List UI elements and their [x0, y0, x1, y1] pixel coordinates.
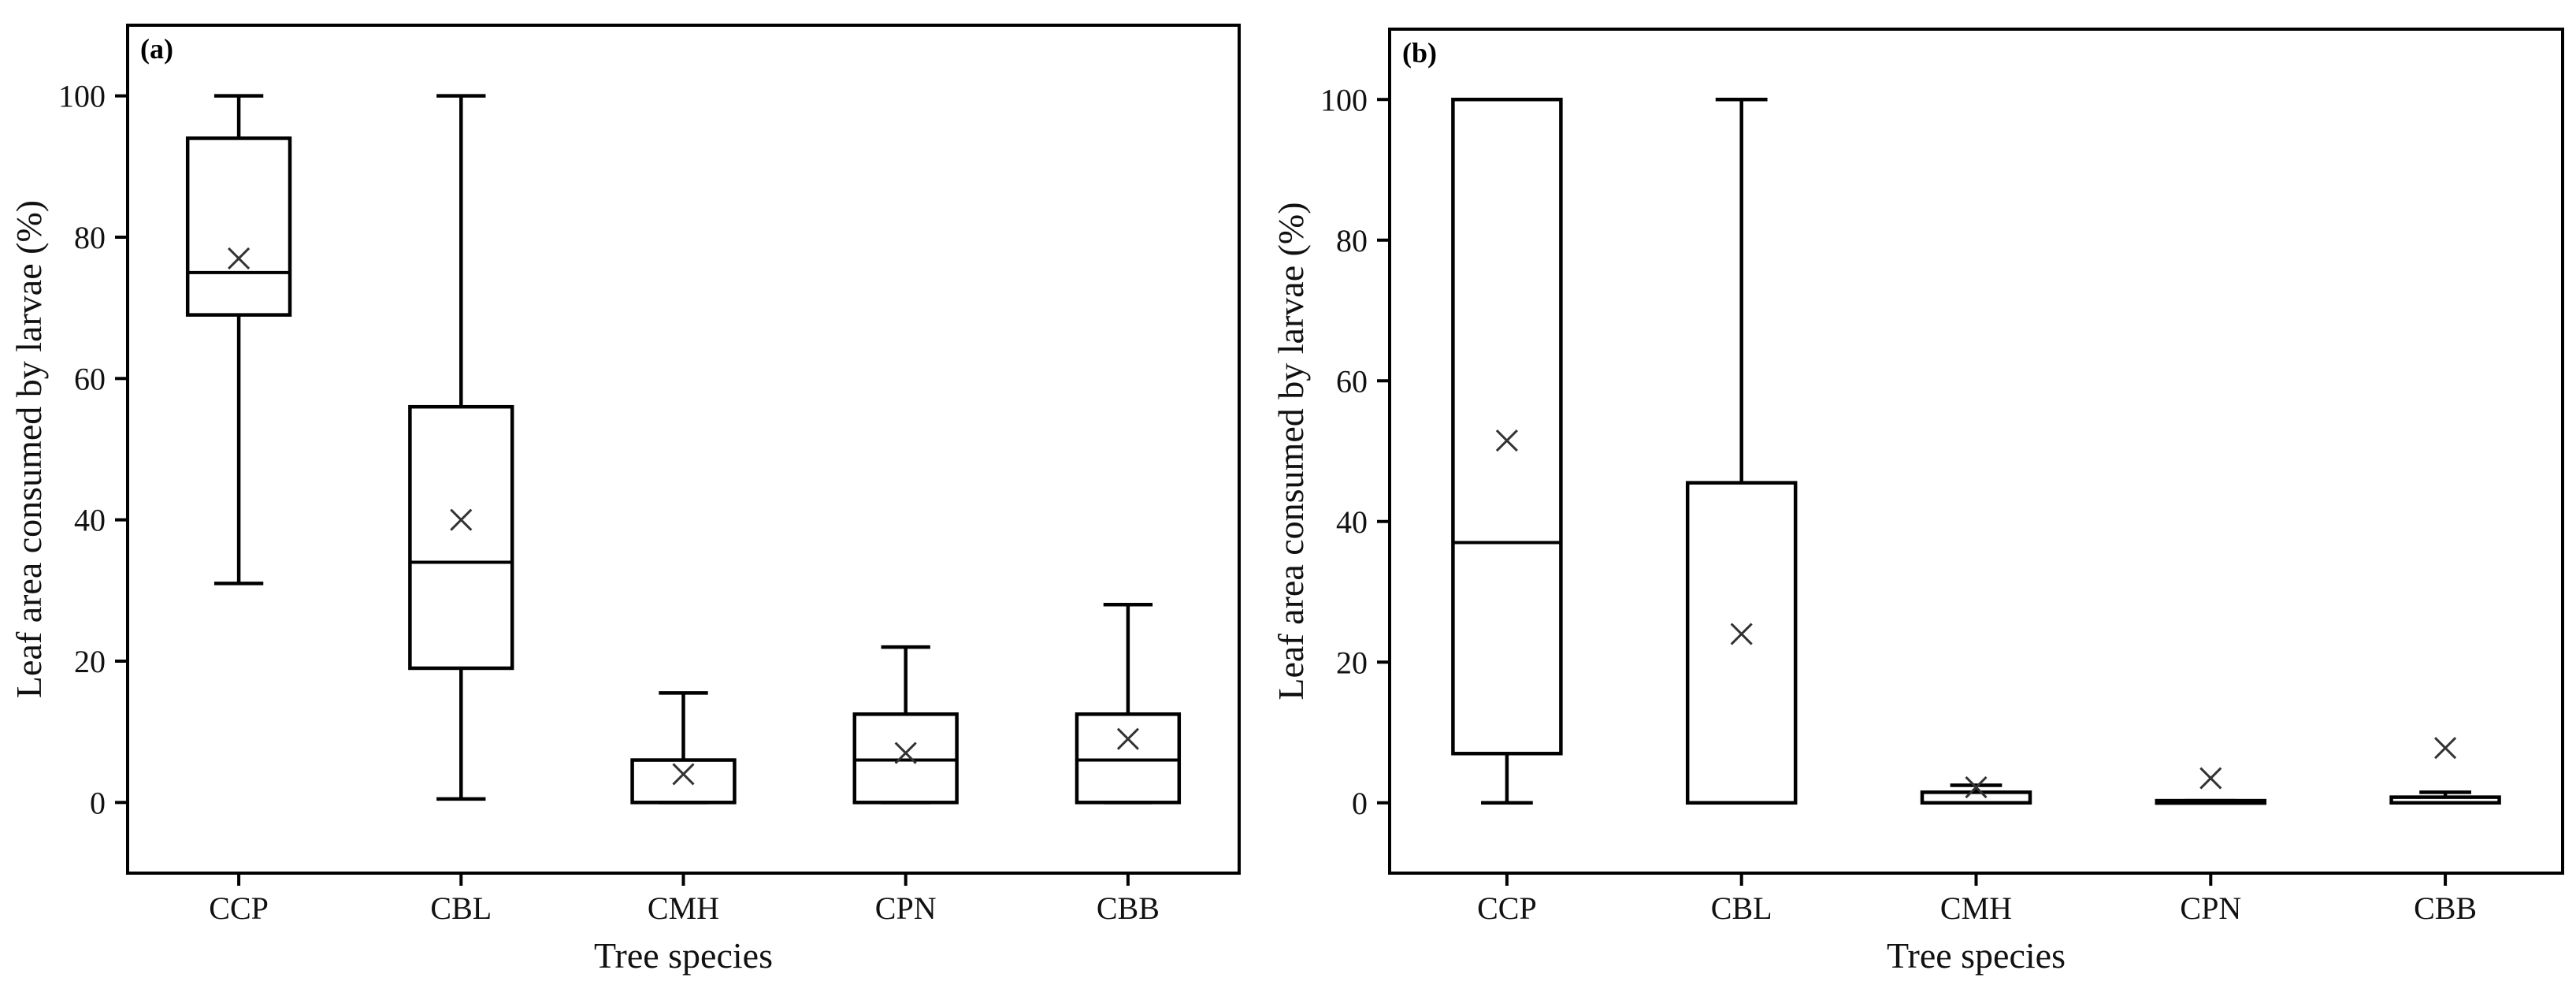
box-cbl	[408, 94, 514, 801]
y-tick-label: 0	[90, 785, 106, 820]
mean-marker	[1116, 727, 1139, 750]
box-ccp	[185, 94, 292, 586]
y-tick-label: 40	[74, 503, 106, 538]
x-tick-label-ccp: CCP	[1477, 890, 1537, 926]
mean-marker	[2434, 737, 2457, 760]
mean-marker	[228, 247, 251, 270]
mean-marker-stroke	[1116, 727, 1139, 750]
box-cbb	[2389, 737, 2501, 805]
panel-label: (b)	[1402, 37, 1437, 69]
x-tick-label-cbl: CBL	[1711, 890, 1772, 926]
mean-marker	[1495, 429, 1518, 452]
iqr-box	[185, 136, 292, 317]
box-cpn	[2155, 767, 2267, 805]
iqr-box	[1685, 481, 1798, 805]
y-tick-label: 80	[74, 220, 106, 255]
iqr-box	[1920, 790, 2032, 805]
box-cmh	[630, 691, 737, 805]
mean-marker	[894, 742, 917, 764]
y-tick-label: 100	[58, 79, 106, 114]
panel-label: (a)	[140, 33, 173, 65]
mean-marker-stroke	[894, 742, 917, 764]
x-tick-label-cmh: CMH	[648, 890, 719, 926]
iqr-box	[408, 404, 514, 671]
y-axis-title: Leaf area consumed by larvae (%)	[9, 200, 49, 698]
box-cpn	[852, 645, 959, 805]
box-cmh	[1920, 776, 2032, 805]
x-tick-label-cmh: CMH	[1940, 890, 2012, 926]
y-tick-label: 20	[74, 644, 106, 679]
mean-marker-stroke	[450, 508, 473, 531]
mean-marker-stroke	[1730, 623, 1753, 645]
panel-b: 0 20 40 60 80 100 CCP CBL CMH CPN CBB (b) Tree speci…	[1271, 28, 2564, 976]
mean-marker	[672, 763, 695, 786]
iqr-box	[1451, 98, 1563, 756]
x-tick-label-ccp: CCP	[209, 890, 269, 926]
y-tick-label: 40	[1336, 504, 1368, 540]
mean-marker-stroke	[2434, 737, 2457, 760]
iqr-box	[852, 712, 959, 805]
mean-marker-stroke	[1495, 429, 1518, 452]
mean-marker-stroke	[228, 247, 251, 270]
iqr-box	[630, 758, 737, 805]
y-tick-label: 100	[1320, 82, 1368, 117]
mean-marker	[1730, 623, 1753, 645]
x-tick-label-cbb: CBB	[2414, 890, 2477, 926]
y-axis-title: Leaf area consumed by larvae (%)	[1271, 202, 1311, 700]
mean-marker	[1965, 776, 1988, 799]
box-ccp	[1451, 98, 1563, 805]
mean-marker	[450, 508, 473, 531]
mean-marker-stroke	[1965, 776, 1988, 799]
iqr-box	[1075, 712, 1182, 805]
x-tick-label-cpn: CPN	[875, 890, 937, 926]
x-tick-label-cpn: CPN	[2180, 890, 2241, 926]
y-tick-label: 60	[1336, 363, 1368, 399]
plot-frame	[1388, 28, 2564, 875]
x-tick-label-cbl: CBL	[430, 890, 492, 926]
x-tick-label-cbb: CBB	[1097, 890, 1160, 926]
x-axis-title: Tree species	[594, 935, 773, 976]
mean-marker-stroke	[2199, 767, 2222, 790]
box-cbl	[1685, 98, 1798, 805]
y-tick-label: 60	[74, 361, 106, 396]
mean-marker-stroke	[672, 763, 695, 786]
panel-a: 0 20 40 60 80 100 CCP CBL CMH CPN CBB (a) Tree speci…	[9, 24, 1241, 976]
y-tick-label: 0	[1352, 786, 1368, 821]
y-tick-label: 20	[1336, 645, 1368, 680]
x-axis-title: Tree species	[1887, 935, 2066, 976]
y-tick-label: 80	[1336, 223, 1368, 258]
box-cbb	[1075, 603, 1182, 805]
mean-marker	[2199, 767, 2222, 790]
